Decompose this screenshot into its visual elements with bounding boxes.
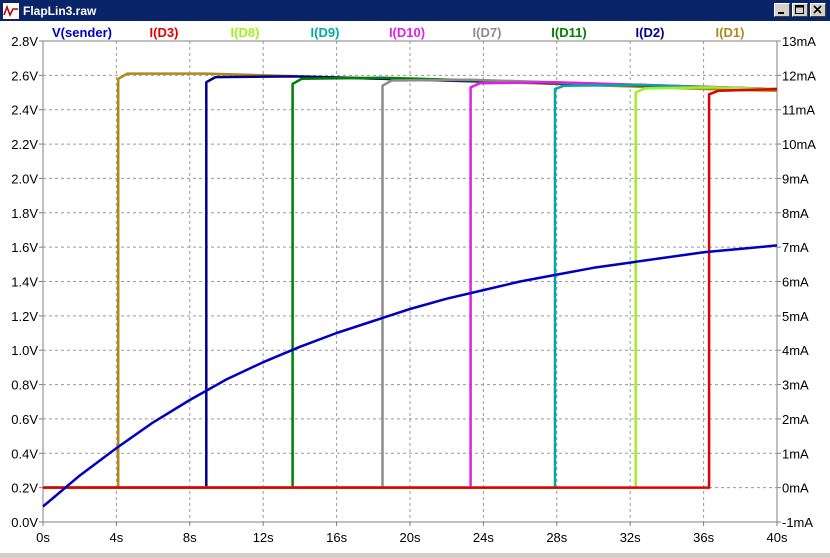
traces — [42, 72, 778, 508]
y-right-tick-label: -1mA — [782, 515, 813, 530]
y-right-tick-label: 10mA — [782, 137, 816, 152]
y-right-tick-label: 2mA — [782, 412, 809, 427]
y-right-tick-label: 11mA — [782, 103, 815, 118]
y-right-tick-label: 4mA — [782, 343, 809, 358]
trace-line — [42, 244, 778, 508]
legend-entry[interactable]: I(D9) — [311, 25, 340, 40]
waveform-icon — [3, 2, 19, 19]
x-tick-label: 32s — [620, 530, 641, 545]
x-tick-label: 12s — [253, 530, 274, 545]
y-left-tick-label: 0.8V — [11, 378, 38, 393]
y-right-tick-label: 6mA — [782, 275, 809, 290]
y-left-tick-label: 2.4V — [11, 103, 38, 118]
maximize-icon — [795, 5, 804, 14]
x-tick-label: 0s — [36, 530, 50, 545]
y-left-tick-label: 1.2V — [11, 309, 38, 324]
legend-entry[interactable]: I(D10) — [389, 25, 425, 40]
y-right-tick-label: 7mA — [782, 240, 809, 255]
y-right-tick-label: 8mA — [782, 206, 809, 221]
legend-entry[interactable]: I(D2) — [636, 25, 665, 40]
x-tick-label: 16s — [326, 530, 347, 545]
y-right-tick-label: 12mA — [782, 68, 816, 83]
trace-line — [43, 87, 778, 489]
close-button[interactable] — [810, 3, 826, 17]
y-left-tick-label: 0.4V — [11, 446, 38, 461]
y-right-tick-label: 3mA — [782, 378, 809, 393]
x-tick-label: 28s — [546, 530, 567, 545]
x-tick-label: 20s — [400, 530, 421, 545]
x-tick-label: 8s — [183, 530, 197, 545]
y-left-tick-label: 2.8V — [11, 34, 38, 49]
close-icon — [813, 5, 822, 14]
window-title: FlapLin3.raw — [23, 3, 97, 18]
y-left-tick-label: 1.6V — [11, 240, 38, 255]
trace-legend[interactable]: V(sender) I(D3) I(D8) I(D9) I(D10) I(D7) I(D11… — [52, 25, 744, 40]
y-left-tick-label: 1.4V — [11, 275, 38, 290]
legend-entry[interactable]: I(D11) — [551, 25, 586, 40]
legend-entry[interactable]: V(sender) — [52, 25, 112, 40]
x-tick-label: 4s — [110, 530, 124, 545]
y-right-tick-label: 9mA — [782, 171, 809, 186]
legend-entry[interactable]: I(D8) — [231, 25, 260, 40]
plot-pane[interactable]: 0s 4s 8s 12s 16s 20s 24s 28s 32s 36s 40s 0.0V 0.2V 0.… — [0, 21, 830, 553]
legend-entry[interactable]: I(D7) — [473, 25, 502, 40]
grid — [39, 40, 781, 526]
y-right-tick-label: 5mA — [782, 309, 809, 324]
title-bar[interactable]: FlapLin3.raw — [0, 0, 830, 21]
maximize-button[interactable] — [792, 3, 808, 17]
x-tick-label: 40s — [767, 530, 788, 545]
waveform-chart[interactable]: 0s 4s 8s 12s 16s 20s 24s 28s 32s 36s 40s 0.0V 0.2V 0.… — [0, 21, 830, 553]
y-left-tick-label: 1.8V — [11, 206, 38, 221]
minimize-button[interactable] — [774, 3, 790, 17]
axis-labels: 0s 4s 8s 12s 16s 20s 24s 28s 32s 36s 40s 0.0V 0.2V 0.… — [11, 34, 816, 545]
y-right-tick-label: 1mA — [782, 446, 809, 461]
x-tick-label: 24s — [473, 530, 494, 545]
y-right-tick-label: 13mA — [782, 34, 816, 49]
y-right-tick-label: 0mA — [782, 481, 809, 496]
x-tick-label: 36s — [693, 530, 714, 545]
y-left-tick-label: 1.0V — [11, 343, 38, 358]
y-left-tick-label: 0.0V — [11, 515, 38, 530]
legend-entry[interactable]: I(D1) — [716, 25, 745, 40]
y-left-tick-label: 0.6V — [11, 412, 38, 427]
minimize-icon — [778, 12, 784, 14]
y-left-tick-label: 2.0V — [11, 171, 38, 186]
legend-entry[interactable]: I(D3) — [150, 25, 179, 40]
y-left-tick-label: 0.2V — [11, 481, 38, 496]
y-left-tick-label: 2.2V — [11, 137, 38, 152]
y-left-tick-label: 2.6V — [11, 68, 38, 83]
